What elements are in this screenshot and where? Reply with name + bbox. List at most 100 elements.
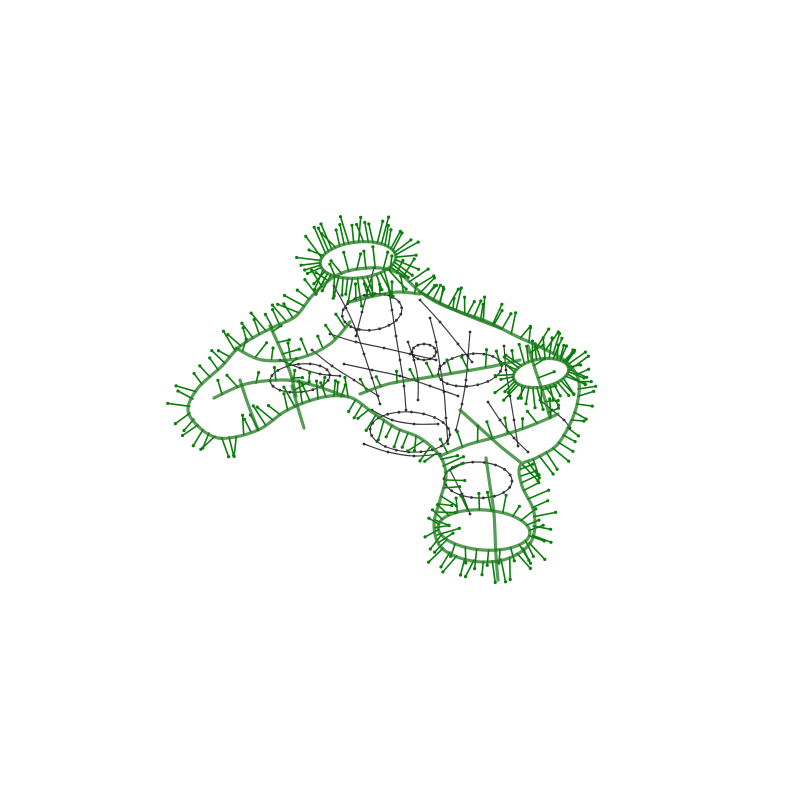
normal-vector [276,303,300,314]
normal-vector [393,239,412,254]
normal-vector [339,223,346,246]
mesh-vertex [493,494,496,498]
normal-vector-head [427,516,431,520]
normal-vector [363,282,369,299]
mesh-vertex [412,346,415,350]
normal-vector-head [590,404,594,408]
mesh-vertex [503,467,506,471]
mesh-vertex [508,473,512,477]
normal-vector-head [541,523,545,527]
left-wing-ridge [234,320,352,363]
normal-vector-head [564,344,569,348]
top-shoulder-ridge [348,290,422,304]
normal-vector-head [527,558,531,562]
mesh-vertex [428,384,432,388]
normal-vector [547,407,560,414]
inner-edge [429,317,449,445]
normal-vector [520,470,537,477]
mesh-vertex [498,418,502,422]
normal-vector-head [314,271,318,275]
normal-vector [304,278,317,294]
normal-vector-head [554,384,558,388]
normal-vector-head [461,461,465,465]
feature-edges [186,240,581,582]
normal-vector-head [528,561,533,565]
normal-vector-head [414,253,418,257]
mesh-vertex [370,368,374,372]
normal-vector [491,303,503,326]
normal-vector [464,559,475,578]
normal-vector-head [362,282,366,286]
mesh-vertex [412,422,416,426]
normal-vector-head [503,390,507,394]
normal-vector-head [316,334,320,338]
normal-vector-head [463,478,467,483]
normal-vector-head [414,282,419,286]
mesh-vertex [402,384,406,388]
mesh-vertex [343,320,347,324]
mesh-vertex [510,479,514,483]
normal-vector-head [485,563,489,567]
normal-vector-head [390,280,394,284]
right-grip-seam [484,456,500,582]
left-grip-top-rim [318,240,398,280]
normal-vector-head [428,547,432,551]
normal-vector-head [480,573,484,577]
normal-vector [220,436,230,458]
mesh-vertex [468,512,472,516]
mesh-vertex [368,427,372,431]
normal-vector-head [438,437,442,441]
normal-vector-head [517,342,521,347]
normal-vector-head [510,349,514,353]
normal-vector-head [516,396,520,400]
normal-vector-head [555,467,559,471]
normal-vector-head [537,476,541,480]
normal-vector [295,256,322,262]
mesh-vertex [442,361,446,365]
normal-vector-head [583,382,587,386]
normal-vector [353,404,363,419]
mesh-vertex [494,463,497,467]
normal-vector-head [409,238,413,242]
normal-vector [566,351,587,366]
normal-vector [342,251,350,273]
normal-vector [424,528,440,538]
normal-vector [241,414,245,436]
normal-vector [375,273,383,291]
normal-vector-head [455,430,459,434]
normal-vector [271,308,281,326]
normal-vector [567,368,588,379]
normal-vector [414,275,435,289]
mesh-vertex [470,360,474,364]
mesh-vertex [400,306,404,310]
mesh-vertex [486,380,490,383]
normal-vector-head [493,374,497,378]
normal-vector [518,343,526,365]
normal-vector-head [340,293,344,297]
mesh-vertex [499,369,502,373]
normal-vector [455,287,463,312]
normal-vector [330,260,343,275]
normal-vector-head [458,573,463,577]
normal-vector [283,392,289,412]
normal-vector-head [404,287,408,291]
mesh-vertex [370,376,374,380]
normal-vector-head [461,455,465,459]
normal-vector-head [359,252,363,256]
normal-vector-head [547,327,551,331]
normal-vector [431,508,444,521]
normal-vector-head [504,353,508,357]
mesh-vertex [318,364,322,368]
normal-vector-head [242,417,247,421]
normal-vector [385,424,393,438]
normal-vector-head [390,254,394,258]
normal-vector [297,380,304,405]
right-shoulder-seam [526,344,552,420]
mesh-vertex [446,442,450,446]
normal-vector [504,380,516,393]
normal-vector-head [499,377,503,381]
normal-vector-head [524,402,528,406]
normal-vector-head [342,250,346,254]
normal-vector [494,373,515,377]
normal-vector [423,452,438,463]
